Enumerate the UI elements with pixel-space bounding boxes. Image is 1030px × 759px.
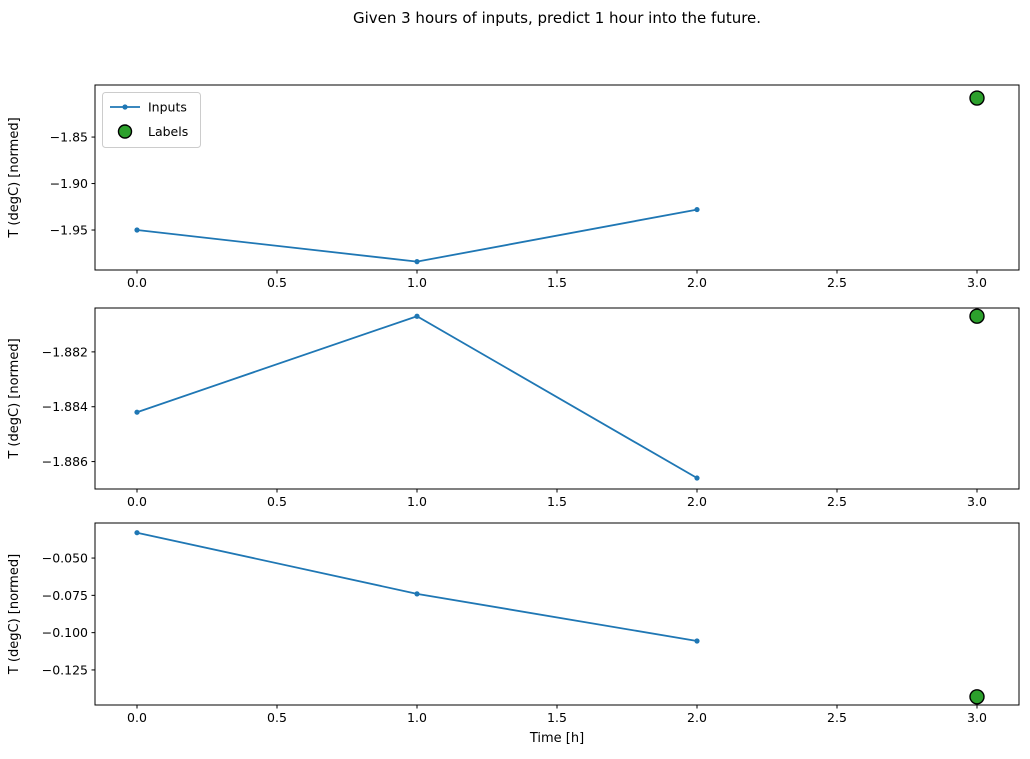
x-tick-label: 2.0 [687, 494, 707, 509]
x-tick-label: 2.5 [827, 494, 847, 509]
y-tick-label: −1.85 [50, 130, 88, 145]
legend-labels-marker [117, 124, 133, 139]
y-tick-label: −0.100 [42, 625, 88, 640]
inputs-marker [414, 313, 420, 319]
inputs-marker [694, 475, 700, 481]
subplot-3-canvas: 0.0 0.5 1.0 1.5 2.0 2.5 3.0 −0.050 −0.075 −0.100 −… [7, 522, 1020, 725]
plot-frame [94, 522, 1020, 706]
x-tick-label: 0.5 [267, 710, 287, 725]
x-tick-label: 1.5 [547, 710, 567, 725]
y-tick-label: −1.884 [42, 399, 88, 414]
x-tick-label: 1.0 [407, 494, 427, 509]
x-tick-label: 3.0 [967, 710, 987, 725]
inputs-marker [134, 227, 140, 233]
labels-marker [969, 689, 985, 705]
inputs-marker [414, 591, 420, 597]
legend-inputs-marker [122, 104, 128, 110]
inputs-marker [134, 530, 140, 536]
x-tick-label: 1.0 [407, 275, 427, 290]
x-tick-label: 0.0 [127, 710, 147, 725]
y-axis-label: T (degC) [normed] [7, 554, 22, 675]
x-tick-label: 1.0 [407, 710, 427, 725]
x-tick-label: 1.5 [547, 494, 567, 509]
inputs-line [136, 208, 698, 263]
x-tick-label: 0.5 [267, 275, 287, 290]
x-tick-label: 1.5 [547, 275, 567, 290]
x-axis-label: Time [h] [529, 731, 585, 746]
subplot-1-canvas: 0.0 0.5 1.0 1.5 2.0 2.5 3.0 −1.85 −1.90 −1.95 T (d… [7, 84, 1020, 290]
y-tick-label: −1.882 [42, 344, 88, 359]
figure-title: Given 3 hours of inputs, predict 1 hour … [352, 9, 762, 27]
plot-frame [94, 307, 1020, 490]
x-tick-label: 0.0 [127, 275, 147, 290]
legend-labels-label: Labels [148, 124, 188, 139]
labels-marker [969, 308, 985, 324]
inputs-marker [414, 259, 420, 265]
y-tick-label: −1.95 [50, 223, 88, 238]
y-tick-label: −1.90 [50, 176, 88, 191]
x-tick-label: 2.0 [687, 710, 707, 725]
legend: Inputs Labels [102, 92, 201, 148]
y-tick-label: −0.075 [42, 588, 88, 603]
x-tick-label: 0.5 [267, 494, 287, 509]
y-axis-label: T (degC) [normed] [7, 338, 22, 459]
labels-marker [969, 90, 985, 106]
plot-frame [94, 84, 1020, 271]
y-tick-label: −0.050 [42, 551, 88, 566]
x-tick-label: 3.0 [967, 494, 987, 509]
inputs-marker [694, 638, 700, 644]
x-tick-label: 0.0 [127, 494, 147, 509]
inputs-marker [694, 206, 700, 213]
x-tick-label: 2.0 [687, 275, 707, 290]
legend-inputs-label: Inputs [148, 100, 187, 115]
y-axis-label: T (degC) [normed] [7, 117, 22, 238]
y-tick-label: −0.125 [42, 662, 88, 677]
inputs-line [136, 315, 698, 479]
subplot-2-canvas: 0.0 0.5 1.0 1.5 2.0 2.5 3.0 −1.882 −1.884 −1.886 T… [7, 307, 1020, 509]
x-tick-label: 2.5 [827, 710, 847, 725]
x-tick-label: 3.0 [967, 275, 987, 290]
inputs-line [136, 531, 698, 642]
x-tick-label: 2.5 [827, 275, 847, 290]
y-tick-label: −1.886 [42, 454, 88, 469]
inputs-marker [134, 409, 140, 415]
